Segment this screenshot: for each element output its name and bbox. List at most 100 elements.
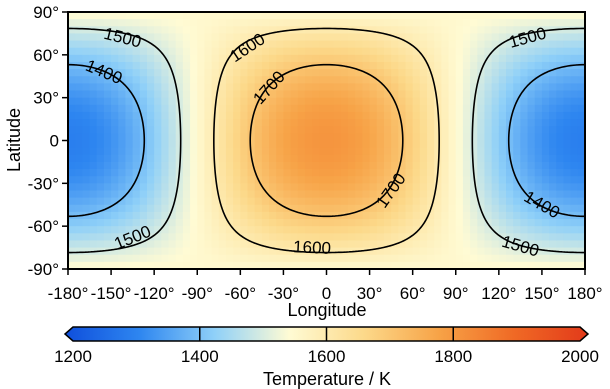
heatmap-cell [427, 183, 435, 192]
heatmap-cell [520, 119, 529, 127]
heatmap-cell [125, 111, 134, 120]
heatmap-cell [261, 126, 270, 134]
heatmap-cell [118, 204, 127, 213]
heatmap-cell [96, 154, 105, 163]
heatmap-cell [369, 111, 378, 120]
heatmap-cell [96, 169, 105, 177]
heatmap-cell [197, 26, 206, 35]
heatmap-cell [161, 90, 170, 99]
heatmap-cell [68, 47, 76, 56]
heatmap-cell [448, 111, 457, 120]
heatmap-cell [204, 161, 213, 170]
heatmap-cell [441, 47, 450, 56]
heatmap-cell [254, 40, 263, 49]
heatmap-cell [355, 226, 363, 234]
heatmap-cell [312, 204, 320, 213]
heatmap-cell [541, 133, 550, 142]
heatmap-cell [168, 240, 177, 249]
heatmap-cell [491, 126, 500, 134]
heatmap-cell [455, 12, 464, 20]
heatmap-cell [197, 12, 206, 20]
heatmap-cell [383, 26, 392, 35]
heatmap-cell [333, 111, 342, 120]
heatmap-cell [304, 119, 313, 127]
heatmap-cell [103, 254, 112, 263]
heatmap-cell [290, 119, 299, 127]
heatmap-cell [340, 161, 349, 170]
heatmap-cell [484, 69, 493, 77]
heatmap-cell [340, 126, 349, 134]
heatmap-cell [154, 254, 162, 263]
heatmap-cell [369, 240, 378, 249]
heatmap-cell [218, 76, 227, 84]
heatmap-cell [506, 169, 514, 177]
heatmap-cell [534, 254, 543, 263]
heatmap-cell [175, 61, 184, 70]
heatmap-cell [577, 133, 585, 142]
heatmap-cell [405, 33, 414, 42]
heatmap-cell [312, 69, 320, 77]
heatmap-cell [218, 261, 227, 269]
heatmap-cell [290, 76, 299, 84]
heatmap-cell [534, 233, 543, 242]
heatmap-cell [103, 190, 112, 199]
heatmap-cell [498, 219, 507, 227]
heatmap-cell [513, 183, 521, 192]
heatmap-cell [204, 104, 213, 113]
heatmap-cell [391, 254, 399, 263]
heatmap-cell [297, 119, 306, 127]
heatmap-cell [355, 76, 363, 84]
heatmap-cell [506, 104, 514, 113]
heatmap-cell [534, 211, 543, 220]
heatmap-cell [513, 126, 521, 134]
heatmap-cell [182, 40, 191, 49]
heatmap-cell [462, 161, 471, 170]
heatmap-cell [118, 240, 127, 249]
heatmap-cell [146, 111, 155, 120]
heatmap-cell [369, 54, 378, 63]
heatmap-cell [563, 240, 572, 249]
heatmap-cell [419, 69, 428, 77]
heatmap-cell [218, 161, 227, 170]
heatmap-cell [383, 190, 392, 199]
heatmap-cell [96, 54, 105, 63]
heatmap-cell [175, 26, 184, 35]
heatmap-cell [477, 12, 486, 20]
heatmap-cell [269, 47, 277, 56]
heatmap-cell [233, 183, 241, 192]
heatmap-cell [261, 54, 270, 63]
heatmap-cell [470, 54, 478, 63]
heatmap-cell [520, 183, 529, 192]
heatmap-cell [333, 154, 342, 163]
heatmap-cell [247, 111, 256, 120]
heatmap-cell [247, 197, 256, 206]
heatmap-cell [269, 40, 277, 49]
heatmap-cell [154, 176, 162, 184]
heatmap-cell [455, 111, 464, 120]
heatmap-cell [412, 161, 421, 170]
heatmap-cell [182, 133, 191, 142]
heatmap-cell [491, 83, 500, 92]
heatmap-cell [190, 261, 198, 269]
heatmap-cell [146, 161, 155, 170]
heatmap-cell [96, 176, 105, 184]
heatmap-cell [398, 254, 407, 263]
heatmap-cell [132, 69, 141, 77]
heatmap-cell [261, 233, 270, 242]
heatmap-cell [319, 61, 328, 70]
heatmap-cell [103, 197, 112, 206]
heatmap-cell [154, 104, 162, 113]
heatmap-cell [290, 104, 299, 113]
heatmap-cell [75, 261, 83, 269]
heatmap-cell [520, 26, 529, 35]
heatmap-cell [276, 240, 285, 249]
heatmap-cell [563, 19, 572, 27]
heatmap-cell [577, 183, 585, 192]
heatmap-cell [233, 204, 241, 213]
heatmap-cell [175, 183, 184, 192]
heatmap-cell [441, 140, 450, 149]
heatmap-cell [419, 197, 428, 206]
heatmap-cell [82, 204, 91, 213]
heatmap-cell [68, 169, 76, 177]
heatmap-cell [513, 254, 521, 263]
